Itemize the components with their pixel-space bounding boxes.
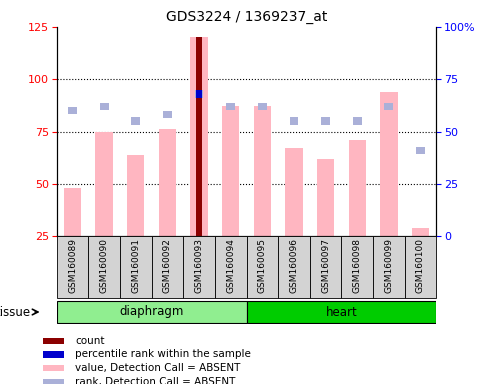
Bar (289, 118, 298, 125)
Bar (163, 111, 172, 118)
Text: GSM160091: GSM160091 (131, 238, 141, 293)
Bar (321, 118, 330, 125)
Bar (253, 106, 271, 236)
Bar (373, 236, 405, 298)
Bar (215, 236, 246, 298)
Title: GDS3224 / 1369237_at: GDS3224 / 1369237_at (166, 10, 327, 25)
Bar (246, 236, 278, 298)
Bar (416, 147, 425, 154)
Bar (152, 236, 183, 298)
Bar (341, 236, 373, 298)
Text: GSM160094: GSM160094 (226, 238, 235, 293)
Bar (190, 37, 208, 236)
Bar (196, 90, 202, 98)
Bar (159, 129, 176, 236)
Text: GSM160100: GSM160100 (416, 238, 425, 293)
Text: count: count (75, 336, 105, 346)
Text: GSM160092: GSM160092 (163, 238, 172, 293)
Bar (183, 236, 215, 298)
Bar (195, 90, 204, 98)
Bar (246, 301, 436, 323)
Bar (385, 103, 393, 110)
Text: rank, Detection Call = ABSENT: rank, Detection Call = ABSENT (75, 377, 235, 384)
Bar (349, 140, 366, 236)
Bar (258, 103, 267, 110)
Bar (405, 236, 436, 298)
Bar (43, 351, 64, 358)
Text: GSM160099: GSM160099 (385, 238, 393, 293)
Bar (131, 118, 140, 125)
Text: GSM160093: GSM160093 (195, 238, 204, 293)
Bar (120, 236, 152, 298)
Text: GSM160096: GSM160096 (289, 238, 298, 293)
Bar (100, 103, 108, 110)
Text: diaphragm: diaphragm (119, 306, 184, 318)
Bar (310, 236, 341, 298)
Bar (412, 228, 429, 236)
Bar (278, 236, 310, 298)
Bar (57, 236, 88, 298)
Bar (57, 301, 246, 323)
Text: GSM160090: GSM160090 (100, 238, 108, 293)
Bar (380, 92, 397, 236)
Bar (43, 338, 64, 344)
Text: GSM160089: GSM160089 (68, 238, 77, 293)
Bar (43, 379, 64, 384)
Text: GSM160097: GSM160097 (321, 238, 330, 293)
Text: tissue: tissue (0, 306, 31, 318)
Bar (285, 148, 303, 236)
Text: heart: heart (325, 306, 357, 318)
Bar (43, 365, 64, 371)
Bar (196, 37, 202, 236)
Bar (226, 103, 235, 110)
Bar (222, 106, 240, 236)
Text: value, Detection Call = ABSENT: value, Detection Call = ABSENT (75, 363, 240, 373)
Bar (88, 236, 120, 298)
Text: GSM160098: GSM160098 (352, 238, 362, 293)
Text: GSM160095: GSM160095 (258, 238, 267, 293)
Text: percentile rank within the sample: percentile rank within the sample (75, 349, 251, 359)
Bar (127, 154, 144, 236)
Bar (96, 131, 113, 236)
Bar (64, 188, 81, 236)
Bar (353, 118, 362, 125)
Bar (317, 159, 334, 236)
Bar (68, 107, 77, 114)
